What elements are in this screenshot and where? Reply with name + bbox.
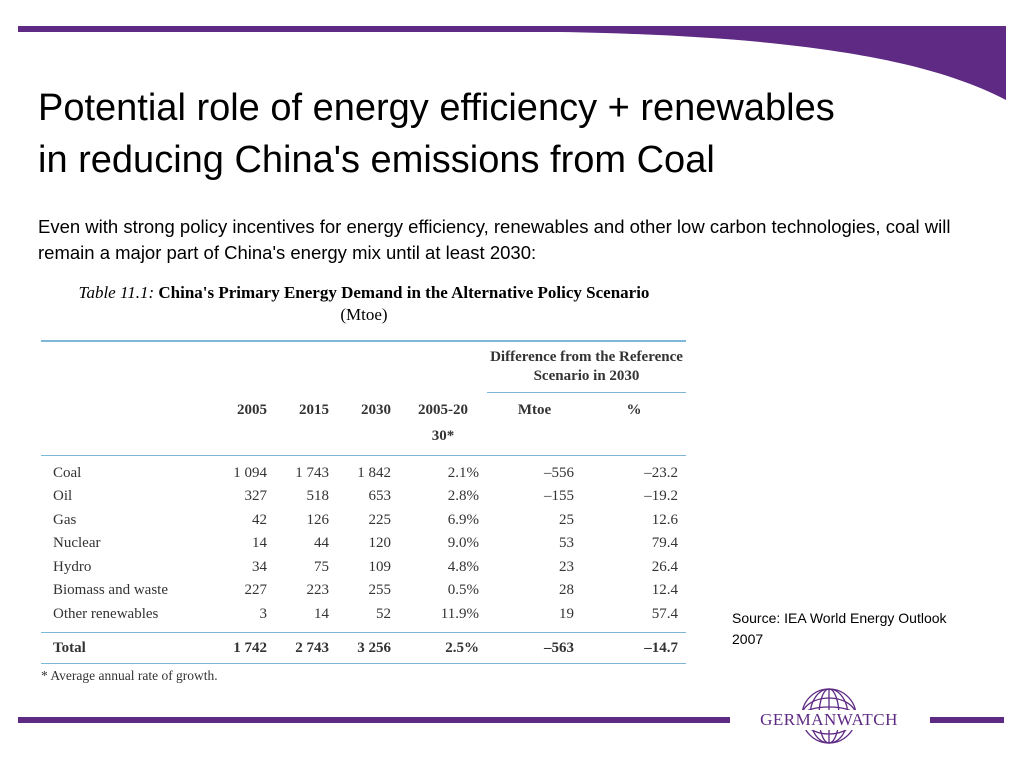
col-mtoe: Mtoe bbox=[487, 392, 582, 456]
col-growth-rate: 2005-2030* bbox=[399, 392, 487, 456]
cell-2005: 1 742 bbox=[221, 632, 275, 664]
cell-label: Coal bbox=[53, 464, 82, 481]
cell-mtoe: 25 bbox=[559, 511, 574, 528]
cell-2005: 3 bbox=[221, 602, 275, 633]
cell-2005: 14 bbox=[252, 535, 267, 551]
cell-pct: 79.4 bbox=[651, 535, 678, 551]
cell-2030: 1 842 bbox=[357, 464, 391, 481]
table-footnote: * Average annual rate of growth. bbox=[41, 668, 218, 683]
cell-2030: 109 bbox=[368, 558, 392, 575]
energy-demand-table-figure: Table 11.1: China's Primary Energy Deman… bbox=[38, 282, 688, 684]
cell-2030: 653 bbox=[368, 488, 392, 504]
cell-pct: –14.7 bbox=[582, 632, 686, 664]
cell-rate: 6.9% bbox=[447, 511, 479, 528]
cell-mtoe: –556 bbox=[544, 464, 574, 481]
logo-text: GERMANWATCH bbox=[750, 710, 908, 730]
cell-pct: –23.2 bbox=[644, 464, 678, 481]
col-pct: % bbox=[582, 392, 686, 456]
title-line-1: Potential role of energy efficiency + re… bbox=[38, 87, 835, 129]
cell-2030: 3 256 bbox=[337, 632, 399, 664]
table-row: Gas 42 126 225 6.9% 25 12.6 bbox=[41, 509, 686, 533]
footer-bar-right bbox=[930, 717, 1004, 723]
column-header-row: 2005 2015 2030 2005-2030* Mtoe % bbox=[41, 392, 686, 456]
cell-rate: 4.8% bbox=[447, 558, 479, 575]
slide-title: Potential role of energy efficiency + re… bbox=[38, 82, 998, 186]
cell-pct: 12.6 bbox=[651, 511, 678, 528]
cell-label: Hydro bbox=[53, 558, 92, 575]
cell-2005: 42 bbox=[252, 511, 267, 528]
col-2015: 2015 bbox=[275, 392, 337, 456]
cell-rate: 0.5% bbox=[447, 582, 479, 598]
cell-pct: –19.2 bbox=[644, 488, 678, 504]
cell-mtoe: –563 bbox=[487, 632, 582, 664]
cell-2015: 44 bbox=[314, 535, 329, 551]
table-number: Table 11.1: bbox=[78, 283, 155, 302]
source-note: Source: IEA World Energy Outlook 2007 bbox=[732, 610, 947, 647]
cell-label: Other renewables bbox=[41, 602, 221, 633]
table-row: Hydro 34 75 109 4.8% 23 26.4 bbox=[41, 556, 686, 580]
footer-bar-left bbox=[18, 717, 730, 723]
cell-mtoe: 28 bbox=[559, 582, 574, 598]
table-body: Coal 1 094 1 743 1 842 2.1% –556 –23.2 Oil 327 51… bbox=[41, 455, 686, 633]
cell-mtoe: 23 bbox=[559, 558, 574, 575]
col-2030: 2030 bbox=[337, 392, 399, 456]
cell-2030: 255 bbox=[368, 582, 392, 598]
cell-2005: 327 bbox=[244, 488, 268, 504]
cell-pct: 57.4 bbox=[582, 602, 686, 633]
table-caption: Table 11.1: China's Primary Energy Deman… bbox=[40, 282, 688, 326]
cell-2015: 518 bbox=[306, 488, 330, 504]
table-row: Biomass and waste 227 223 255 0.5% 28 12.4 bbox=[41, 579, 686, 603]
total-row: Total 1 742 2 743 3 256 2.5% –563 –14.7 bbox=[41, 632, 686, 664]
cell-pct: 12.4 bbox=[651, 582, 678, 598]
col-2005: 2005 bbox=[221, 392, 275, 456]
cell-label: Oil bbox=[53, 488, 73, 504]
cell-label: Biomass and waste bbox=[53, 582, 168, 598]
cell-2015: 1 743 bbox=[295, 464, 329, 481]
cell-2015: 2 743 bbox=[275, 632, 337, 664]
cell-pct: 26.4 bbox=[651, 558, 678, 575]
table-row: Nuclear 14 44 120 9.0% 53 79.4 bbox=[41, 532, 686, 556]
cell-2030: 52 bbox=[337, 602, 399, 633]
cell-2005: 227 bbox=[244, 582, 268, 598]
cell-mtoe: 19 bbox=[487, 602, 582, 633]
cell-2030: 225 bbox=[368, 511, 392, 528]
cell-2030: 120 bbox=[368, 535, 392, 551]
table-row: Other renewables 3 14 52 11.9% 19 57.4 bbox=[41, 602, 686, 633]
cell-mtoe: –155 bbox=[544, 488, 574, 504]
cell-label: Nuclear bbox=[53, 535, 101, 551]
germanwatch-logo: GERMANWATCH bbox=[750, 686, 908, 748]
cell-rate: 2.1% bbox=[447, 464, 479, 481]
cell-rate: 2.5% bbox=[399, 632, 487, 664]
table-title: China's Primary Energy Demand in the Alt… bbox=[158, 283, 650, 302]
cell-rate: 2.8% bbox=[447, 488, 479, 504]
title-line-2: in reducing China's emissions from Coal bbox=[38, 139, 715, 181]
cell-2005: 34 bbox=[252, 558, 267, 575]
cell-rate: 11.9% bbox=[399, 602, 487, 633]
table-unit: (Mtoe) bbox=[340, 305, 388, 324]
table-row: Oil 327 518 653 2.8% –155 –19.2 bbox=[41, 485, 686, 509]
cell-2015: 75 bbox=[314, 558, 329, 575]
col-growth-rate-label: 2005-2030* bbox=[418, 401, 468, 444]
cell-label: Gas bbox=[53, 511, 77, 528]
cell-2015: 126 bbox=[306, 511, 330, 528]
diff-header: Difference from the Reference Scenario i… bbox=[487, 348, 686, 393]
cell-label: Total bbox=[41, 632, 221, 664]
cell-2015: 14 bbox=[275, 602, 337, 633]
cell-2005: 1 094 bbox=[233, 464, 267, 481]
cell-rate: 9.0% bbox=[447, 535, 479, 551]
table-row: Coal 1 094 1 743 1 842 2.1% –556 –23.2 bbox=[41, 455, 686, 485]
cell-2015: 223 bbox=[306, 582, 330, 598]
energy-demand-table: Difference from the Reference Scenario i… bbox=[41, 340, 686, 664]
cell-mtoe: 53 bbox=[559, 535, 574, 551]
intro-text: Even with strong policy incentives for e… bbox=[38, 216, 951, 263]
header-band bbox=[18, 26, 1006, 100]
